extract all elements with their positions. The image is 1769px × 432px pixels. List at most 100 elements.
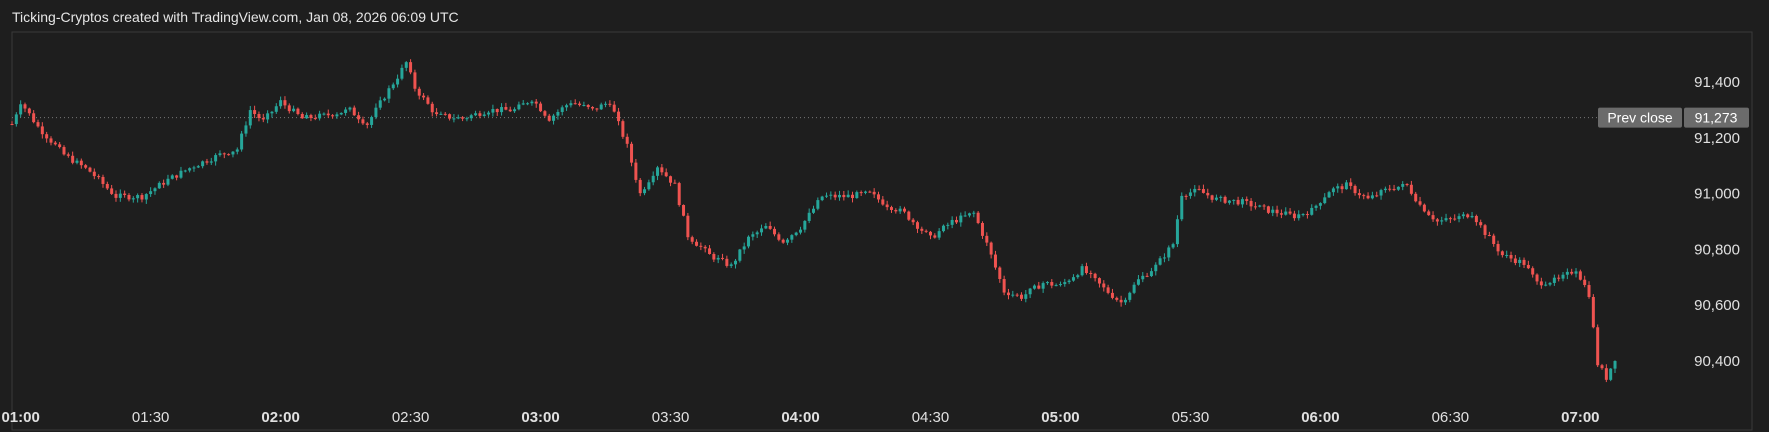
candle: [1128, 291, 1132, 303]
candle-body: [1262, 205, 1266, 207]
x-tick-label: 06:00: [1301, 409, 1339, 426]
candle-body: [1492, 235, 1496, 245]
candle: [898, 205, 902, 214]
candle-body: [578, 103, 582, 106]
candle-body: [1370, 195, 1374, 199]
candle-body: [959, 215, 963, 223]
candle: [361, 116, 365, 126]
candle-body: [383, 98, 387, 101]
candle-body: [534, 101, 538, 104]
candle-body: [1583, 279, 1587, 286]
candle: [1214, 194, 1218, 202]
candle-body: [842, 194, 846, 198]
candle-body: [1154, 264, 1158, 272]
candle: [673, 179, 677, 184]
candle-body: [1418, 201, 1422, 205]
candle-body: [97, 176, 101, 178]
candle-body: [1500, 251, 1504, 256]
candle: [1409, 180, 1413, 196]
candle-body: [227, 154, 231, 156]
candle-body: [1028, 288, 1032, 295]
candle: [326, 109, 330, 118]
candle-body: [127, 194, 131, 200]
candle: [902, 206, 906, 214]
candle: [734, 258, 738, 269]
candle-body: [1206, 192, 1210, 196]
candle-body: [526, 103, 530, 105]
candle-body: [1591, 296, 1595, 328]
candle: [1284, 207, 1288, 216]
candle-body: [1440, 220, 1444, 222]
candle-body: [1323, 197, 1327, 204]
candle-body: [313, 117, 317, 119]
candle-body: [1422, 204, 1426, 212]
candle-body: [1349, 182, 1353, 186]
candle: [435, 108, 439, 117]
candle: [889, 205, 893, 213]
candle: [1310, 204, 1314, 216]
candle-body: [660, 167, 664, 173]
candle: [1604, 364, 1608, 383]
candle-body: [1600, 365, 1604, 369]
candle: [617, 107, 621, 126]
candle-body: [469, 115, 473, 119]
candle: [521, 100, 525, 106]
candle: [1383, 186, 1387, 193]
candle-body: [370, 117, 374, 125]
candle: [859, 190, 863, 197]
candle: [794, 231, 798, 237]
candle: [170, 174, 174, 180]
candle-body: [105, 183, 109, 189]
candle-body: [170, 175, 174, 179]
candle-body: [296, 108, 300, 114]
candle: [465, 116, 469, 122]
candle-body: [1002, 279, 1006, 293]
candle-body: [703, 246, 707, 249]
candle: [487, 110, 491, 117]
candle-body: [920, 228, 924, 231]
candle-body: [1453, 218, 1457, 220]
candle: [773, 226, 777, 237]
candle: [664, 168, 668, 178]
candle-body: [656, 167, 660, 176]
candle-body: [539, 103, 543, 112]
candle: [677, 181, 681, 207]
candle: [556, 109, 560, 120]
candle: [209, 157, 213, 165]
candle-body: [513, 109, 517, 112]
candle-body: [244, 125, 248, 134]
candle-body: [1110, 292, 1114, 298]
candle-body: [941, 225, 945, 232]
candle: [630, 141, 634, 167]
candle: [1180, 192, 1184, 222]
candle-body: [833, 194, 837, 198]
candle: [716, 255, 720, 264]
candle: [513, 107, 517, 113]
candle: [1422, 203, 1426, 213]
candle: [941, 224, 945, 233]
candle: [1132, 282, 1136, 295]
candle-body: [413, 72, 417, 89]
candle: [1106, 284, 1110, 295]
candle-body: [1544, 284, 1548, 286]
candle-body: [123, 193, 127, 195]
candle-body: [1483, 225, 1487, 235]
candle: [491, 104, 495, 117]
candle: [1526, 260, 1530, 270]
candle-body: [339, 112, 343, 115]
candle: [253, 105, 257, 119]
candle-body: [695, 241, 699, 246]
candle: [682, 204, 686, 217]
candle: [430, 101, 434, 117]
candle: [1037, 281, 1041, 290]
candle-body: [777, 234, 781, 240]
candle-body: [954, 219, 958, 223]
x-tick-label: 04:00: [781, 409, 819, 426]
candle: [547, 113, 551, 122]
candle: [504, 102, 508, 111]
candle-body: [27, 108, 31, 114]
candle-body: [604, 103, 608, 105]
candle: [807, 208, 811, 224]
candle: [71, 151, 75, 165]
